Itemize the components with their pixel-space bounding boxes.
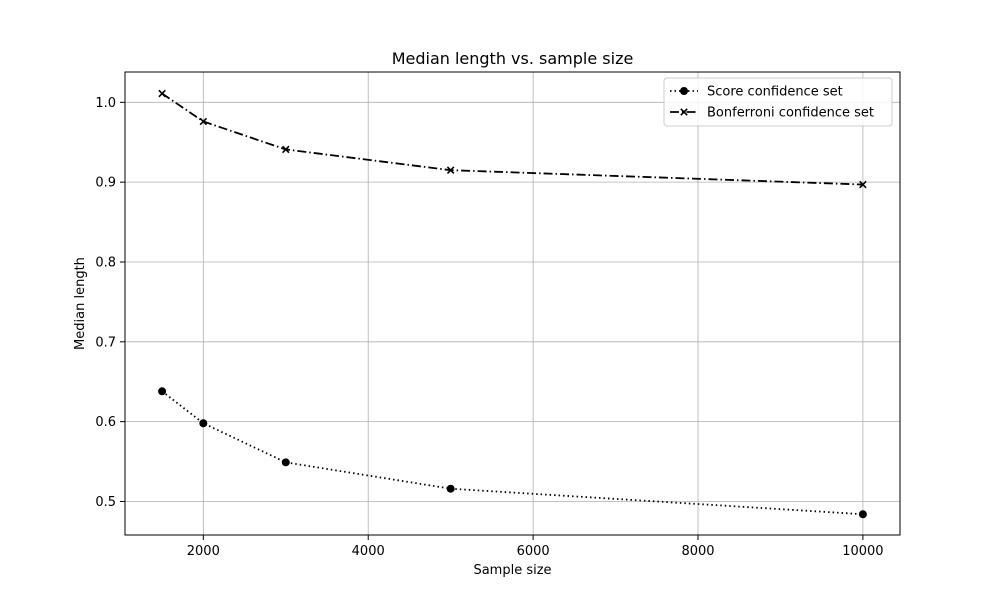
y-tick-label: 0.9 <box>95 176 116 191</box>
data-point <box>446 484 455 493</box>
data-point <box>282 145 290 154</box>
series-layer <box>158 89 867 519</box>
y-axis-label: Median length <box>73 257 88 350</box>
data-point <box>281 458 290 467</box>
data-point <box>680 87 688 95</box>
data-point <box>199 419 208 428</box>
data-point <box>859 180 867 189</box>
data-point <box>199 117 208 126</box>
x-tick-label: 2000 <box>187 544 220 559</box>
series-group <box>158 89 867 189</box>
x-tick-label: 4000 <box>352 544 385 559</box>
x-tick-label: 8000 <box>681 544 714 559</box>
y-tick-label: 1.0 <box>95 96 116 111</box>
legend: Score confidence set Bonferroni confidenc… <box>663 77 893 127</box>
data-point <box>680 108 688 116</box>
x-tick-label: 6000 <box>517 544 550 559</box>
x-tick-label: 10000 <box>842 544 883 559</box>
chart-title: Median length vs. sample size <box>392 49 634 68</box>
y-tick-label: 0.5 <box>95 495 116 510</box>
data-point <box>858 510 867 519</box>
series-group <box>158 387 867 519</box>
y-tick-label: 0.8 <box>95 255 116 270</box>
data-point <box>446 166 455 174</box>
plot-area-frame <box>124 71 901 536</box>
legend-label: Bonferroni confidence set <box>707 106 874 121</box>
legend-label: Score confidence set <box>707 85 843 100</box>
axis-ticks: 2000 4000 6000 8000 10000 0.5 0.6 0.7 0.8 0.9 1.0 <box>95 96 883 559</box>
data-point <box>158 387 167 396</box>
x-axis-label: Sample size <box>473 563 551 578</box>
legend-box <box>663 77 893 127</box>
y-tick-label: 0.7 <box>95 335 116 350</box>
y-tick-label: 0.6 <box>95 415 116 430</box>
data-point <box>158 89 166 98</box>
